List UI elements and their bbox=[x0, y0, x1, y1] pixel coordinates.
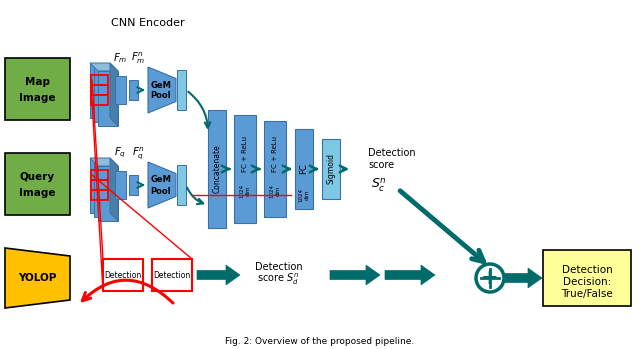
Bar bbox=[91, 95, 108, 105]
Bar bbox=[234, 115, 256, 223]
Bar bbox=[129, 80, 138, 100]
Text: Sigmoid: Sigmoid bbox=[326, 154, 335, 185]
Text: Pool: Pool bbox=[150, 91, 172, 101]
Polygon shape bbox=[110, 158, 118, 221]
Text: Detection
score: Detection score bbox=[368, 148, 415, 170]
Bar bbox=[177, 165, 186, 205]
Bar bbox=[129, 175, 138, 195]
Bar bbox=[90, 63, 110, 118]
Text: Detection: Detection bbox=[154, 270, 191, 280]
Polygon shape bbox=[148, 162, 176, 208]
Bar bbox=[115, 76, 126, 104]
Polygon shape bbox=[110, 63, 118, 126]
Text: Decision:: Decision: bbox=[563, 277, 611, 287]
Bar bbox=[98, 71, 118, 126]
Text: Detection: Detection bbox=[562, 265, 612, 275]
Polygon shape bbox=[90, 63, 118, 71]
Polygon shape bbox=[505, 268, 542, 288]
Text: Image: Image bbox=[19, 188, 55, 198]
Text: 1024
dim: 1024 dim bbox=[269, 184, 280, 198]
Text: Query: Query bbox=[19, 172, 54, 182]
Bar bbox=[152, 259, 192, 291]
Text: $F_m$: $F_m$ bbox=[113, 51, 127, 65]
Bar bbox=[91, 180, 108, 190]
Polygon shape bbox=[197, 265, 240, 285]
Text: +: + bbox=[481, 268, 499, 288]
Text: FC + ReLu: FC + ReLu bbox=[272, 136, 278, 172]
Text: Map: Map bbox=[24, 77, 49, 87]
Polygon shape bbox=[5, 248, 70, 308]
Bar bbox=[208, 110, 226, 228]
Bar bbox=[91, 170, 108, 180]
Polygon shape bbox=[90, 158, 118, 166]
Bar bbox=[5, 153, 70, 215]
Bar bbox=[543, 250, 631, 306]
Text: Image: Image bbox=[19, 93, 55, 103]
Text: CNN Encoder: CNN Encoder bbox=[111, 18, 185, 28]
Bar bbox=[90, 158, 110, 213]
Text: FC + ReLu: FC + ReLu bbox=[242, 136, 248, 172]
Bar bbox=[115, 171, 126, 199]
Text: FC: FC bbox=[300, 164, 308, 174]
Text: score $S_d^n$: score $S_d^n$ bbox=[257, 271, 300, 287]
Text: 1024
dim: 1024 dim bbox=[239, 184, 250, 198]
Polygon shape bbox=[148, 67, 176, 113]
Bar bbox=[322, 139, 340, 199]
Bar bbox=[177, 70, 186, 110]
Bar bbox=[98, 166, 118, 221]
Text: Fig. 2: Overview of the proposed pipeline.: Fig. 2: Overview of the proposed pipelin… bbox=[225, 337, 415, 347]
Text: $S_c^n$: $S_c^n$ bbox=[371, 176, 387, 194]
Text: Pool: Pool bbox=[150, 186, 172, 195]
Text: GeM: GeM bbox=[150, 176, 172, 185]
Bar bbox=[94, 162, 114, 217]
Text: $F_m^n$: $F_m^n$ bbox=[131, 50, 145, 66]
Bar bbox=[264, 121, 286, 217]
Text: Detection: Detection bbox=[104, 270, 141, 280]
Text: Concatenate: Concatenate bbox=[212, 144, 221, 193]
Bar bbox=[5, 58, 70, 120]
Bar bbox=[94, 67, 114, 122]
Text: True/False: True/False bbox=[561, 289, 613, 299]
Bar bbox=[295, 129, 313, 209]
Polygon shape bbox=[385, 265, 435, 285]
Text: $F_q^n$: $F_q^n$ bbox=[132, 145, 145, 161]
Bar bbox=[91, 75, 108, 85]
Polygon shape bbox=[330, 265, 380, 285]
Text: YOLOP: YOLOP bbox=[18, 273, 56, 283]
Bar bbox=[91, 85, 108, 95]
Text: GeM: GeM bbox=[150, 81, 172, 89]
Text: 1024
dim: 1024 dim bbox=[299, 188, 309, 202]
Bar bbox=[91, 190, 108, 200]
Text: $F_q$: $F_q$ bbox=[114, 146, 126, 160]
Text: Detection: Detection bbox=[255, 262, 303, 272]
Bar bbox=[103, 259, 143, 291]
